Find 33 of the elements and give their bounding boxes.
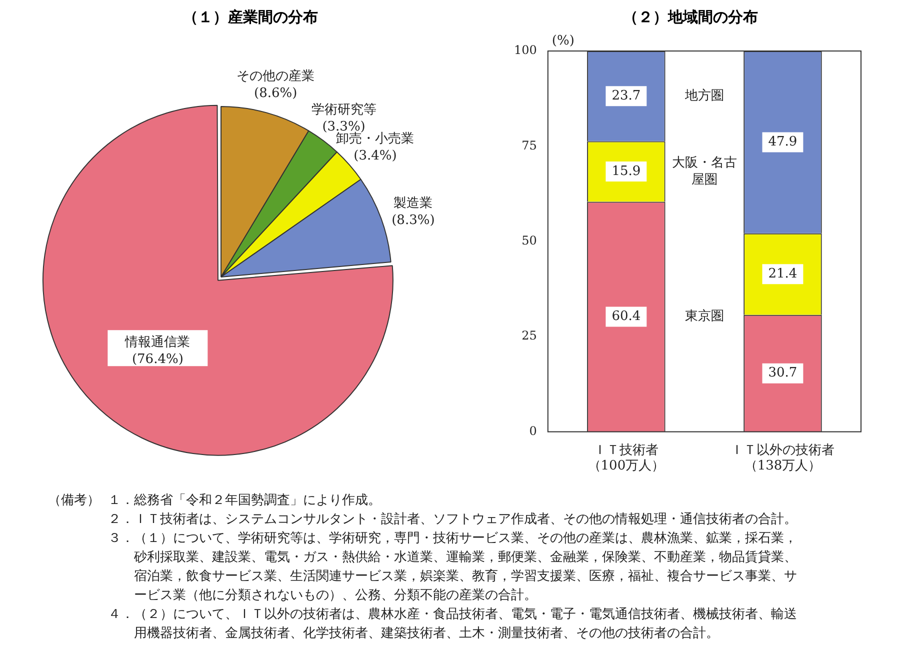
chart-title: （２）地域間の分布 [622, 8, 759, 27]
data-label: (8.6%) [253, 86, 297, 101]
slice-label: 情報通信業 [124, 335, 190, 350]
y-tick-label: 75 [521, 138, 536, 152]
data-label: (76.4%) [131, 352, 183, 368]
chart-title: （１）産業間の分布 [182, 8, 319, 27]
data-label: 23.7 [611, 88, 640, 104]
slice-label: 卸売・小売業 [336, 132, 414, 147]
x-tick-label: ＩＴ以外の技術者（138万人） [730, 442, 834, 474]
text: ２．ＩＴ技術者は、システムコンサルタント・設計者、ソフトウェア作成者、その他の情報処理・通信技術者の合計。 [108, 511, 798, 529]
text: １．総務省「令和２年国勢調査」により作成。 [108, 492, 382, 510]
text: （備考） [48, 492, 100, 510]
y-tick-label: 0 [528, 424, 536, 438]
data-label: 47.9 [768, 134, 797, 150]
slice-label: その他の産業 [236, 68, 314, 84]
data-label: 60.4 [611, 309, 640, 324]
slice-label: 製造業 [393, 196, 432, 212]
data-label: (8.3%) [391, 213, 434, 228]
y-axis-title: (%) [551, 33, 574, 48]
series-label: 大阪・名古屋圏 [671, 155, 736, 188]
data-label: 15.9 [611, 164, 640, 179]
text: ３．（１）について、学術研究等は、学術研究，専門・技術サービス業、その他の産業は、農林漁業、鉱業，採石業，砂利採取業、建設業、電気・ガス・熱供給・水道業、運輸業，郵便業、金融業，保険業、不動産業，物品賃貸業、宿泊業，飲食サービス業、生活関連サービス業，娯楽業、教育，学習支援業、医療，福祉、複合サービス事業、サービス業（他に分類されないもの）、公務、分類不能の産業の合計。 [108, 530, 798, 605]
slice-label: 学術研究等 [310, 102, 376, 118]
y-tick-label: 25 [521, 328, 536, 343]
series-label: 東京圏 [684, 309, 724, 324]
data-label: (3.4%) [353, 148, 396, 164]
x-tick-label: ＩＴ技術者（100万人） [587, 442, 664, 474]
text: ４．（２）について、ＩＴ以外の技術者は、農林水産・食品技術者、電気・電子・電気通信技術者、機械技術者、輸送用機器技術者、金属技術者、化学技術者、建築技術者、土木・測量技術者、その他の技術者の合計。 [108, 606, 798, 643]
y-tick-label: 100 [514, 43, 536, 58]
y-tick-label: 50 [521, 234, 536, 248]
series-label: 地方圏 [683, 88, 724, 104]
data-label: 21.4 [768, 266, 797, 282]
data-label: 30.7 [768, 366, 797, 381]
